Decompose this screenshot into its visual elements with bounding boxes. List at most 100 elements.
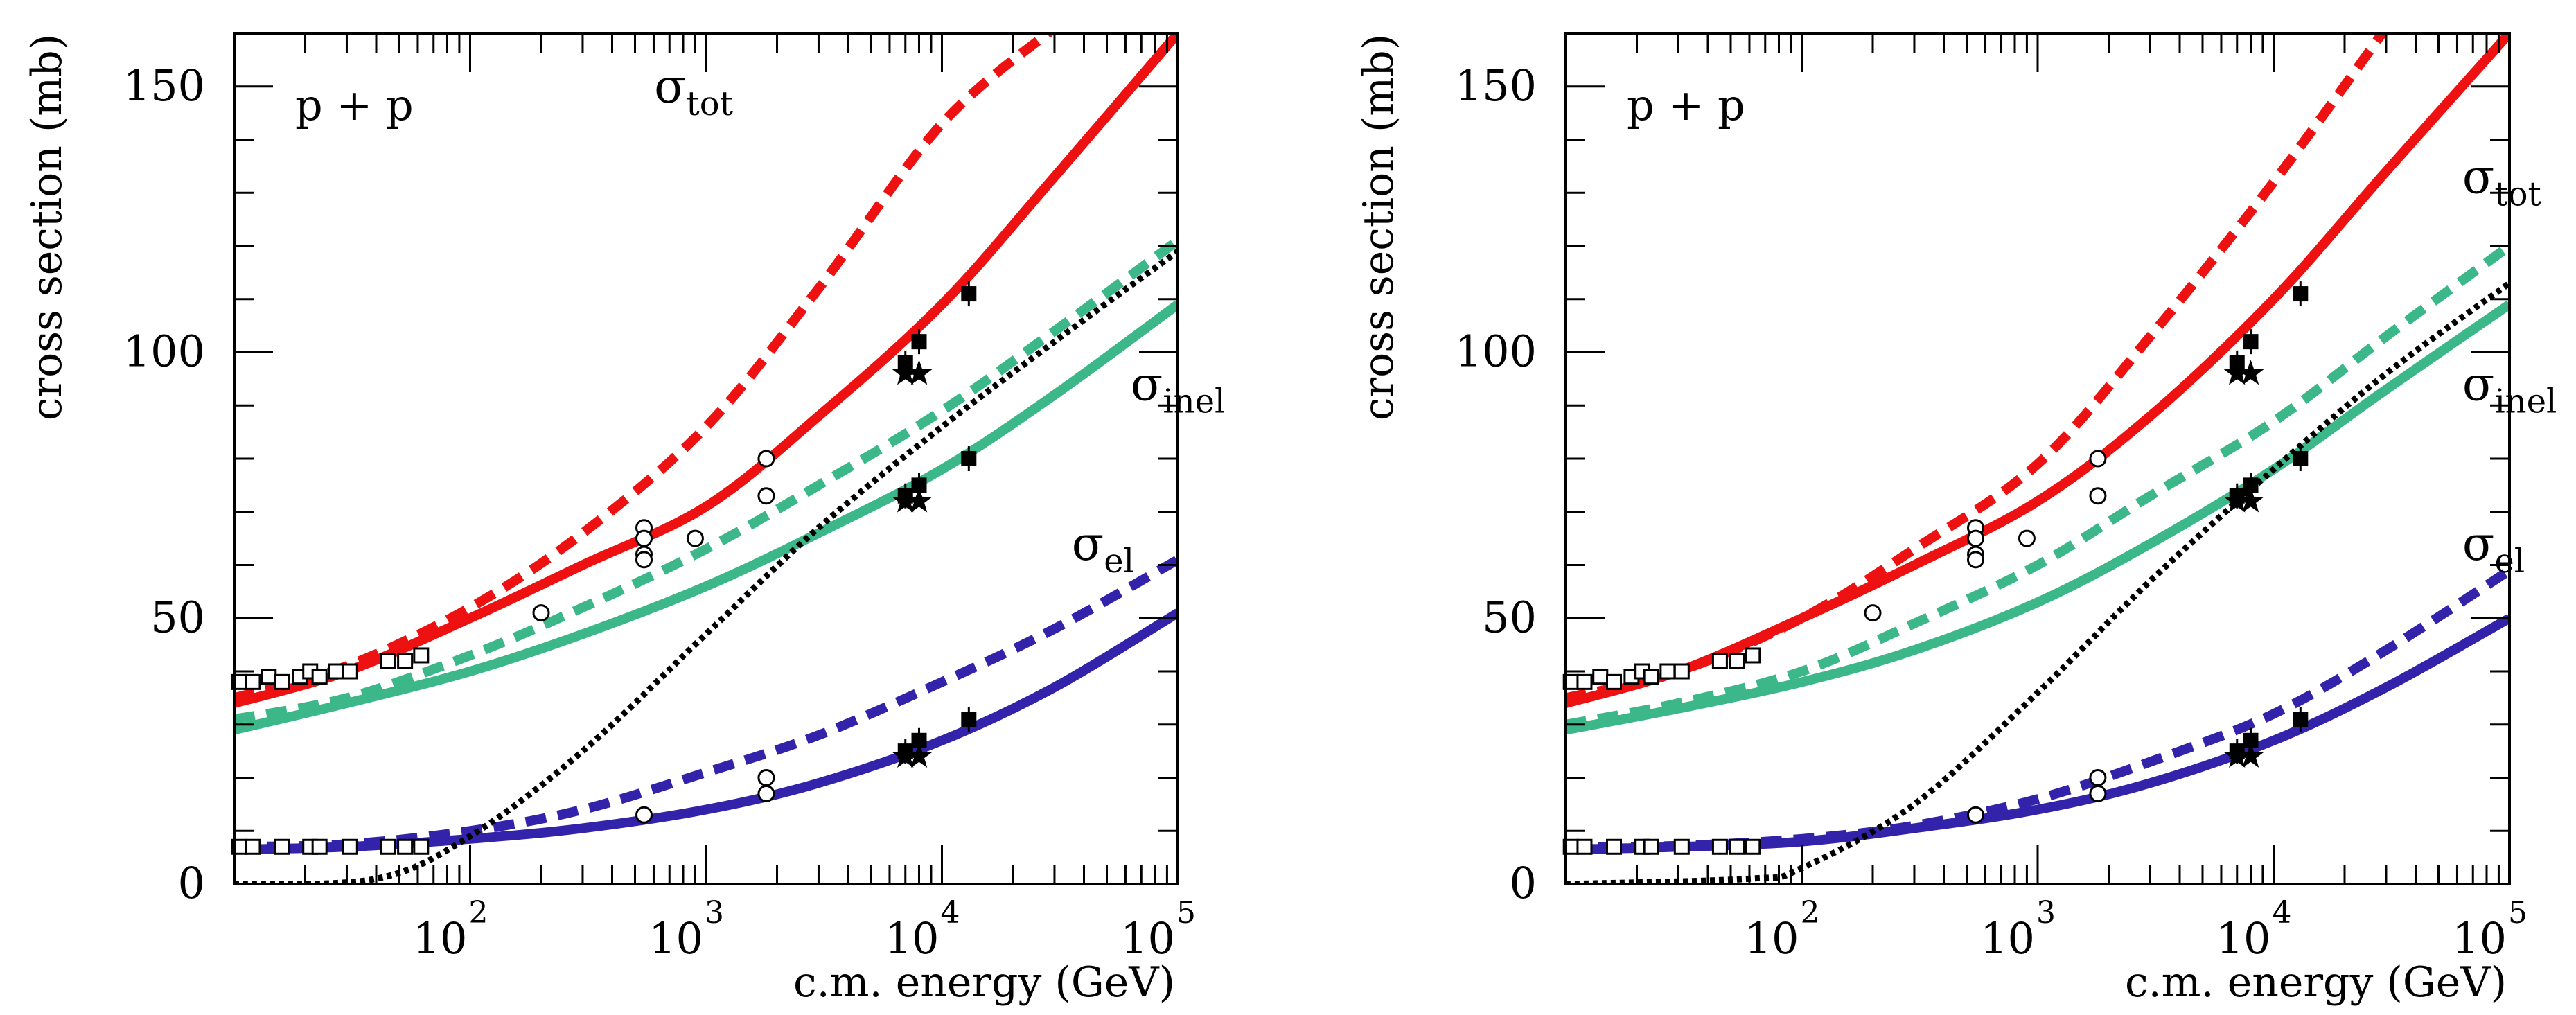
axis-ticks — [1564, 32, 2509, 885]
data-point-open-square-46 — [1745, 838, 1761, 855]
curve-label-tot: σtot — [2462, 150, 2541, 213]
plot-frame — [1564, 32, 2511, 885]
data-point-open-square-33 — [1659, 663, 1676, 680]
data-point-open-square-40 — [1606, 838, 1623, 855]
data-point-open-circle-9 — [2089, 769, 2107, 786]
x-tick-label-exponent: 2 — [1801, 895, 1820, 930]
axis-ticks — [233, 32, 1178, 885]
data-point-open-square-33 — [328, 663, 344, 680]
data-point-open-square-35 — [1711, 653, 1728, 669]
data-point-star-24 — [892, 742, 919, 768]
data-point-filled-square-18 — [2243, 732, 2259, 748]
data-point-open-square-27 — [1576, 673, 1593, 690]
series-line-5 — [1566, 566, 2509, 852]
data-point-star-25 — [2237, 742, 2264, 768]
y-tick-label: 0 — [178, 858, 205, 908]
data-point-open-square-29 — [1606, 673, 1623, 690]
x-tick-label: 10 — [2452, 913, 2507, 964]
data-point-open-square-36 — [1729, 653, 1745, 669]
series-line-4 — [1566, 614, 2509, 855]
curves-group — [1566, 33, 2509, 884]
data-point-open-square-45 — [397, 838, 414, 855]
data-point-star-23 — [906, 487, 933, 513]
x-tick-label: 10 — [885, 913, 939, 964]
data-point-open-square-32 — [311, 669, 328, 685]
data-point-star-20 — [892, 360, 919, 385]
data-point-filled-square-16 — [2293, 451, 2309, 466]
data-point-open-square-34 — [1673, 663, 1690, 680]
data-point-filled-square-12 — [911, 334, 927, 350]
x-tick-label-exponent: 5 — [2508, 895, 2528, 930]
x-tick-label-exponent: 3 — [2036, 895, 2056, 930]
data-point-open-square-45 — [1729, 838, 1745, 855]
data-point-open-square-39 — [1576, 838, 1593, 855]
data-point-open-circle-7 — [2089, 487, 2107, 505]
curves-group — [234, 33, 1178, 884]
plot-frame — [233, 32, 1179, 885]
data-point-open-square-42 — [311, 838, 328, 855]
data-point-open-square-37 — [413, 647, 430, 664]
series-line-4 — [234, 608, 1178, 855]
y-tick-label: 100 — [123, 326, 205, 377]
data-point-open-circle-10 — [757, 785, 775, 803]
data-point-star-25 — [906, 742, 933, 768]
data-point-filled-square-16 — [961, 451, 977, 466]
curve-label-inel: σinel — [1131, 358, 1225, 421]
data-point-open-square-27 — [245, 673, 261, 690]
series-line-6 — [1566, 281, 2509, 884]
data-point-filled-square-19 — [961, 712, 977, 727]
data-point-filled-square-19 — [2293, 712, 2309, 727]
y-tick-label: 50 — [1482, 592, 1537, 642]
x-tick-label-exponent: 4 — [941, 895, 960, 930]
panel-label: p + p — [1627, 80, 1745, 130]
x-tick-label-exponent: 2 — [469, 895, 488, 930]
data-point-open-circle-5 — [686, 529, 704, 547]
x-tick-label: 10 — [2216, 913, 2271, 964]
data-point-open-circle-8 — [635, 806, 653, 824]
series-line-6 — [234, 249, 1178, 884]
data-point-open-circle-6 — [2089, 450, 2107, 468]
x-tick-label: 10 — [649, 913, 703, 964]
data-point-open-square-36 — [397, 653, 414, 669]
x-axis-label: c.m. energy (GeV) — [793, 958, 1175, 1007]
data-point-open-circle-6 — [757, 450, 775, 468]
data-point-star-22 — [2223, 487, 2250, 513]
series-line-5 — [234, 555, 1178, 852]
data-point-star-24 — [2223, 742, 2250, 768]
series-line-1 — [234, 33, 1056, 703]
data-point-open-square-42 — [1643, 838, 1659, 855]
x-tick-label: 10 — [1745, 913, 1799, 964]
curve-label-tot: σtot — [654, 60, 733, 123]
data-point-open-square-35 — [380, 653, 396, 669]
data-point-filled-square-18 — [911, 732, 927, 748]
data-point-filled-square-12 — [2243, 334, 2259, 350]
data-point-open-square-43 — [342, 838, 358, 855]
data-point-open-square-44 — [380, 838, 396, 855]
data-point-open-circle-7 — [757, 487, 775, 505]
data-point-open-circle-8 — [1967, 806, 1985, 824]
curve-label-el: σel — [2462, 517, 2525, 581]
data-point-open-circle-2 — [1967, 529, 1985, 547]
x-tick-label: 10 — [1120, 913, 1175, 964]
data-point-star-20 — [2223, 360, 2250, 385]
panel-label: p + p — [295, 80, 414, 130]
series-line-2 — [234, 300, 1178, 735]
data-point-open-square-46 — [413, 838, 430, 855]
y-axis-label: cross section (mb) — [23, 34, 71, 421]
y-tick-label: 100 — [1455, 326, 1537, 377]
x-tick-label: 10 — [413, 913, 468, 964]
data-point-open-square-37 — [1745, 647, 1761, 664]
y-axis-label: cross section (mb) — [1355, 34, 1403, 421]
data-point-filled-square-13 — [961, 286, 977, 302]
data-point-star-22 — [892, 487, 919, 513]
data-point-filled-square-15 — [2243, 477, 2259, 493]
data-point-star-21 — [2237, 360, 2264, 385]
data-point-open-square-34 — [342, 663, 358, 680]
data-point-open-square-40 — [274, 838, 291, 855]
markers-group — [231, 281, 977, 855]
y-tick-label: 150 — [123, 60, 205, 111]
x-tick-label-exponent: 3 — [705, 895, 724, 930]
data-point-open-circle-9 — [757, 769, 775, 786]
